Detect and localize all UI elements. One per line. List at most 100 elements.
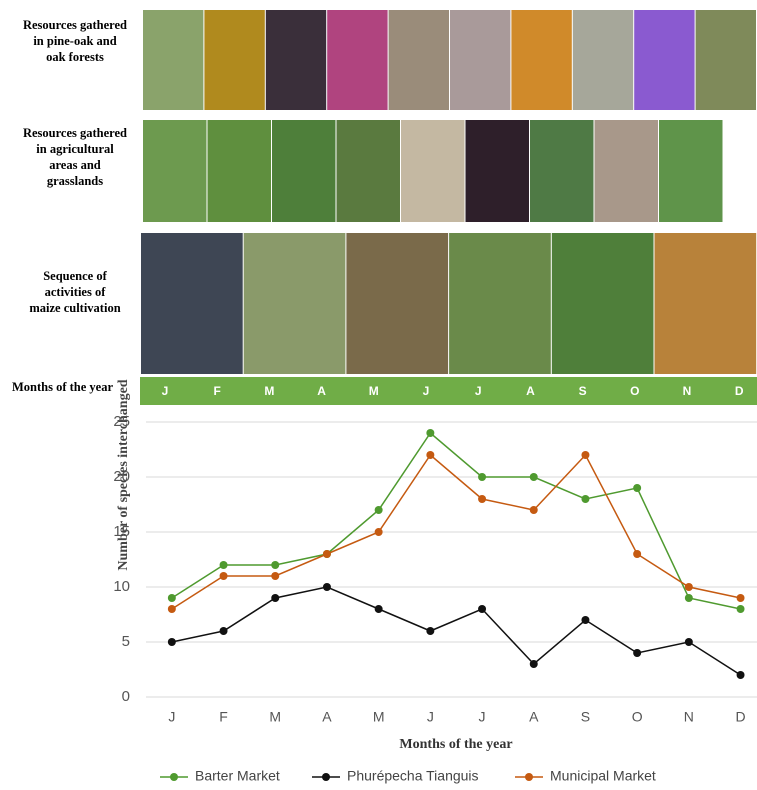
data-point xyxy=(271,561,279,569)
y-tick-label: 15 xyxy=(113,523,130,540)
month-bar-label: F xyxy=(214,384,221,398)
data-point xyxy=(323,583,331,591)
photo xyxy=(401,120,465,222)
month-bar-label: N xyxy=(683,384,692,398)
month-bar-label: O xyxy=(630,384,639,398)
photo xyxy=(450,10,510,110)
data-point xyxy=(737,605,745,613)
row-label-line: Resources gathered xyxy=(23,126,127,140)
data-point xyxy=(168,638,176,646)
data-point xyxy=(478,495,486,503)
y-tick-label: 0 xyxy=(122,688,130,705)
photo xyxy=(573,10,633,110)
data-point xyxy=(737,594,745,602)
photo xyxy=(466,120,530,222)
data-point xyxy=(478,473,486,481)
photo xyxy=(272,120,336,222)
photo xyxy=(595,120,659,222)
row-label-line: in agricultural xyxy=(36,142,114,156)
x-tick-label: F xyxy=(219,709,228,725)
figure: Resources gathered in pine-oak and oak for… xyxy=(0,0,757,790)
data-point xyxy=(581,451,589,459)
photo xyxy=(244,233,346,374)
y-tick-label: 20 xyxy=(113,468,130,485)
month-bar-label: Months of the year xyxy=(12,380,113,394)
row-label: Resources gathered in agricultural areas a… xyxy=(23,126,127,188)
legend-marker xyxy=(322,773,330,781)
data-point xyxy=(685,583,693,591)
photo xyxy=(143,120,207,222)
month-bar-label: J xyxy=(162,384,169,398)
row-label-line: maize cultivation xyxy=(29,301,120,315)
photo xyxy=(327,10,387,110)
data-point xyxy=(685,638,693,646)
month-bar-label: A xyxy=(317,384,326,398)
data-point xyxy=(633,649,641,657)
data-point xyxy=(426,451,434,459)
photo xyxy=(143,10,203,110)
photo xyxy=(266,10,326,110)
month-bar-label: J xyxy=(423,384,430,398)
month-bar-label: A xyxy=(526,384,535,398)
data-point xyxy=(478,605,486,613)
row-label: Resources gathered in pine-oak and oak for… xyxy=(23,18,127,64)
month-bar-label: M xyxy=(369,384,379,398)
x-tick-label: J xyxy=(168,709,175,725)
photo xyxy=(659,120,723,222)
data-point xyxy=(581,616,589,624)
row-label-line: Sequence of xyxy=(43,269,107,283)
data-point xyxy=(375,528,383,536)
month-bar xyxy=(140,377,757,405)
photo xyxy=(530,120,594,222)
x-tick-label: J xyxy=(479,709,486,725)
photo-strips xyxy=(141,10,756,374)
photo xyxy=(389,10,449,110)
x-tick-label: A xyxy=(322,709,332,725)
x-tick-label: M xyxy=(269,709,281,725)
row-label-line: Resources gathered xyxy=(23,18,127,32)
photo xyxy=(511,10,571,110)
data-point xyxy=(220,561,228,569)
photo xyxy=(552,233,654,374)
data-point xyxy=(375,506,383,514)
x-tick-label: N xyxy=(684,709,694,725)
photo xyxy=(655,233,757,374)
photo xyxy=(208,120,272,222)
row-label-line: grasslands xyxy=(47,174,103,188)
legend-label: Phurépecha Tianguis xyxy=(347,768,479,784)
data-point xyxy=(581,495,589,503)
data-point xyxy=(737,671,745,679)
x-tick-label: J xyxy=(427,709,434,725)
row-label-line: areas and xyxy=(49,158,101,172)
x-tick-label: S xyxy=(581,709,590,725)
y-tick-label: 5 xyxy=(122,633,130,650)
data-point xyxy=(323,550,331,558)
data-point xyxy=(426,429,434,437)
photo xyxy=(634,10,694,110)
data-point xyxy=(168,605,176,613)
data-point xyxy=(271,572,279,580)
photo xyxy=(696,10,756,110)
data-point xyxy=(530,473,538,481)
row-label-line: in pine-oak and xyxy=(33,34,116,48)
month-bar-label: S xyxy=(579,384,587,398)
series-line xyxy=(172,433,741,609)
legend-label: Barter Market xyxy=(195,768,280,784)
month-bar-label: J xyxy=(475,384,482,398)
legend-marker xyxy=(525,773,533,781)
x-tick-label: M xyxy=(373,709,385,725)
data-point xyxy=(530,506,538,514)
month-bar-label: D xyxy=(735,384,744,398)
data-point xyxy=(685,594,693,602)
series-line xyxy=(172,587,741,675)
month-bar-label: M xyxy=(264,384,274,398)
photo xyxy=(337,120,401,222)
data-point xyxy=(220,627,228,635)
legend-label: Municipal Market xyxy=(550,768,656,784)
data-point xyxy=(426,627,434,635)
row-label-line: oak forests xyxy=(46,50,104,64)
data-point xyxy=(633,550,641,558)
x-tick-label: O xyxy=(632,709,643,725)
data-point xyxy=(530,660,538,668)
